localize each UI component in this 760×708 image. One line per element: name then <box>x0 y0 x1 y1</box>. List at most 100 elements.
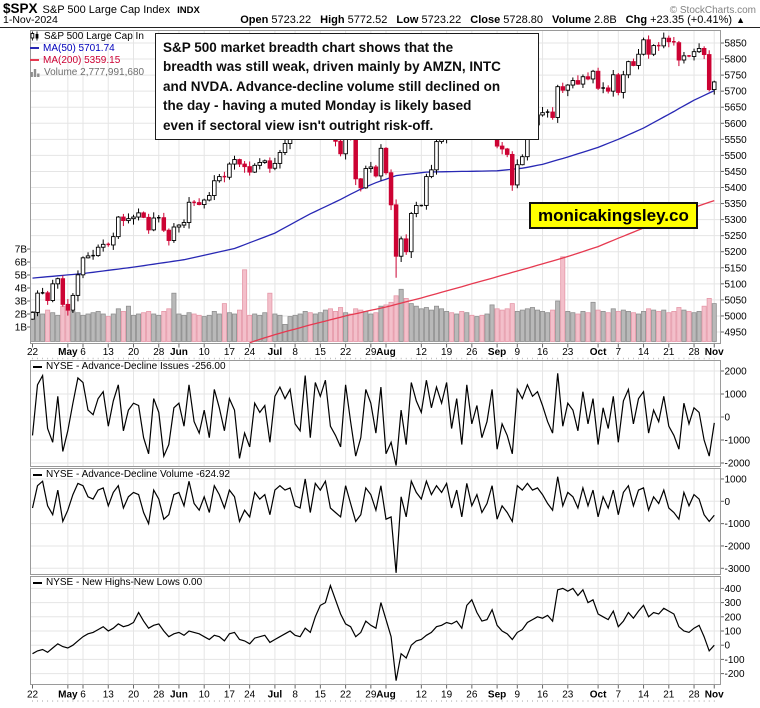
svg-text:21: 21 <box>663 690 675 701</box>
legend-ma50-row: MA(50) 5701.74 <box>30 42 144 54</box>
svg-text:5400: 5400 <box>725 183 748 194</box>
svg-text:0: 0 <box>725 497 731 508</box>
svg-text:5350: 5350 <box>725 199 748 210</box>
svg-text:Oct: Oct <box>590 690 607 701</box>
ma200-line-icon <box>30 59 39 61</box>
svg-text:-3000: -3000 <box>725 564 751 575</box>
quote-low: Low 5723.22 <box>396 13 462 26</box>
main-chart-legend: S&P 500 Large Cap In MA(50) 5701.74 MA(2… <box>30 30 144 78</box>
svg-text:May: May <box>58 690 78 701</box>
svg-text:May: May <box>58 347 78 358</box>
svg-text:5450: 5450 <box>725 167 748 178</box>
svg-text:9: 9 <box>515 690 521 701</box>
svg-text:Sep: Sep <box>488 347 506 358</box>
exchange-tag: INDX <box>177 5 200 16</box>
chart-header: $SPX S&P 500 Large Cap Index INDX © Stoc… <box>3 1 756 16</box>
svg-text:5500: 5500 <box>725 151 748 162</box>
svg-text:15: 15 <box>315 347 327 358</box>
svg-text:5100: 5100 <box>725 279 748 290</box>
legend-title-row: S&P 500 Large Cap In <box>30 30 144 42</box>
svg-text:19: 19 <box>441 347 453 358</box>
quote-open: Open 5723.22 <box>240 13 312 26</box>
svg-text:2B: 2B <box>15 310 28 321</box>
svg-text:5300: 5300 <box>725 215 748 226</box>
svg-text:6: 6 <box>80 690 86 701</box>
panel-label-new-highs-new-lows: NYSE - New Highs-New Lows 0.00 <box>33 577 202 588</box>
legend-title: S&P 500 Large Cap In <box>44 30 144 42</box>
svg-text:7: 7 <box>616 690 622 701</box>
svg-text:28: 28 <box>153 690 165 701</box>
svg-text:Jul: Jul <box>268 690 283 701</box>
svg-text:-100: -100 <box>725 655 745 666</box>
stockcharts-credit: © StockCharts.com <box>669 5 756 16</box>
svg-text:Oct: Oct <box>590 347 607 358</box>
svg-text:13: 13 <box>103 690 115 701</box>
svg-text:5150: 5150 <box>725 263 748 274</box>
svg-text:3B: 3B <box>15 297 28 308</box>
svg-text:300: 300 <box>725 598 742 609</box>
line-swatch-icon <box>33 473 42 476</box>
quote-line: 1-Nov-2024 Open 5723.22 High 5772.52 Low… <box>3 14 745 26</box>
legend-volume: Volume 2,777,991,680 <box>44 66 145 78</box>
svg-text:5750: 5750 <box>725 71 748 82</box>
svg-text:2000: 2000 <box>725 367 748 378</box>
svg-text:5650: 5650 <box>725 103 748 114</box>
svg-text:16: 16 <box>537 347 549 358</box>
svg-text:16: 16 <box>537 690 549 701</box>
svg-text:5700: 5700 <box>725 87 748 98</box>
svg-text:9: 9 <box>515 347 521 358</box>
svg-text:21: 21 <box>663 347 675 358</box>
svg-text:28: 28 <box>688 347 700 358</box>
svg-text:5550: 5550 <box>725 135 748 146</box>
svg-text:13: 13 <box>103 347 115 358</box>
panel-label-advance-decline-issues: NYSE - Advance-Decline Issues -256.00 <box>33 361 226 372</box>
svg-text:Jun: Jun <box>170 347 188 358</box>
svg-text:-200: -200 <box>725 669 745 680</box>
svg-text:6B: 6B <box>15 258 28 269</box>
quote-close: Close 5728.80 <box>470 13 544 26</box>
svg-text:15: 15 <box>315 690 327 701</box>
watermark-badge: monicakingsley.co <box>529 202 698 229</box>
svg-text:22: 22 <box>340 347 352 358</box>
legend-ma200: MA(200) 5359.15 <box>43 54 121 66</box>
annotation-box: S&P 500 market breadth chart shows that … <box>155 33 539 141</box>
quote-volume: Volume 2.8B <box>552 13 617 26</box>
svg-text:200: 200 <box>725 612 742 623</box>
index-name: S&P 500 Large Cap Index <box>42 4 171 16</box>
svg-text:10: 10 <box>199 347 211 358</box>
svg-text:24: 24 <box>244 690 256 701</box>
svg-text:7: 7 <box>616 347 622 358</box>
volume-bars-icon <box>30 68 40 77</box>
svg-text:Sep: Sep <box>488 690 506 701</box>
svg-text:0: 0 <box>725 641 731 652</box>
svg-text:14: 14 <box>638 690 650 701</box>
up-arrow-icon: ▲ <box>736 14 745 25</box>
svg-text:26: 26 <box>466 347 478 358</box>
line-swatch-icon <box>33 581 42 584</box>
svg-text:29: 29 <box>365 690 377 701</box>
svg-text:5600: 5600 <box>725 119 748 130</box>
svg-text:12: 12 <box>416 690 428 701</box>
svg-text:-1000: -1000 <box>725 519 751 530</box>
line-swatch-icon <box>33 365 42 368</box>
svg-text:19: 19 <box>441 690 453 701</box>
legend-ma50: MA(50) 5701.74 <box>43 42 115 54</box>
svg-text:5800: 5800 <box>725 55 748 66</box>
svg-text:14: 14 <box>638 347 650 358</box>
svg-text:1B: 1B <box>15 323 28 334</box>
svg-text:12: 12 <box>416 347 428 358</box>
svg-text:20: 20 <box>128 690 140 701</box>
svg-text:17: 17 <box>224 690 236 701</box>
quote-change: Chg +23.35 (+0.41%) <box>625 13 733 26</box>
svg-text:5000: 5000 <box>725 311 748 322</box>
svg-text:29: 29 <box>365 347 377 358</box>
svg-text:Aug: Aug <box>376 690 395 701</box>
svg-text:-1000: -1000 <box>725 436 751 447</box>
svg-text:7B: 7B <box>15 245 28 256</box>
svg-text:Nov: Nov <box>705 690 724 701</box>
svg-text:28: 28 <box>153 347 165 358</box>
svg-text:17: 17 <box>224 347 236 358</box>
svg-text:-2000: -2000 <box>725 459 751 470</box>
svg-text:5850: 5850 <box>725 39 748 50</box>
